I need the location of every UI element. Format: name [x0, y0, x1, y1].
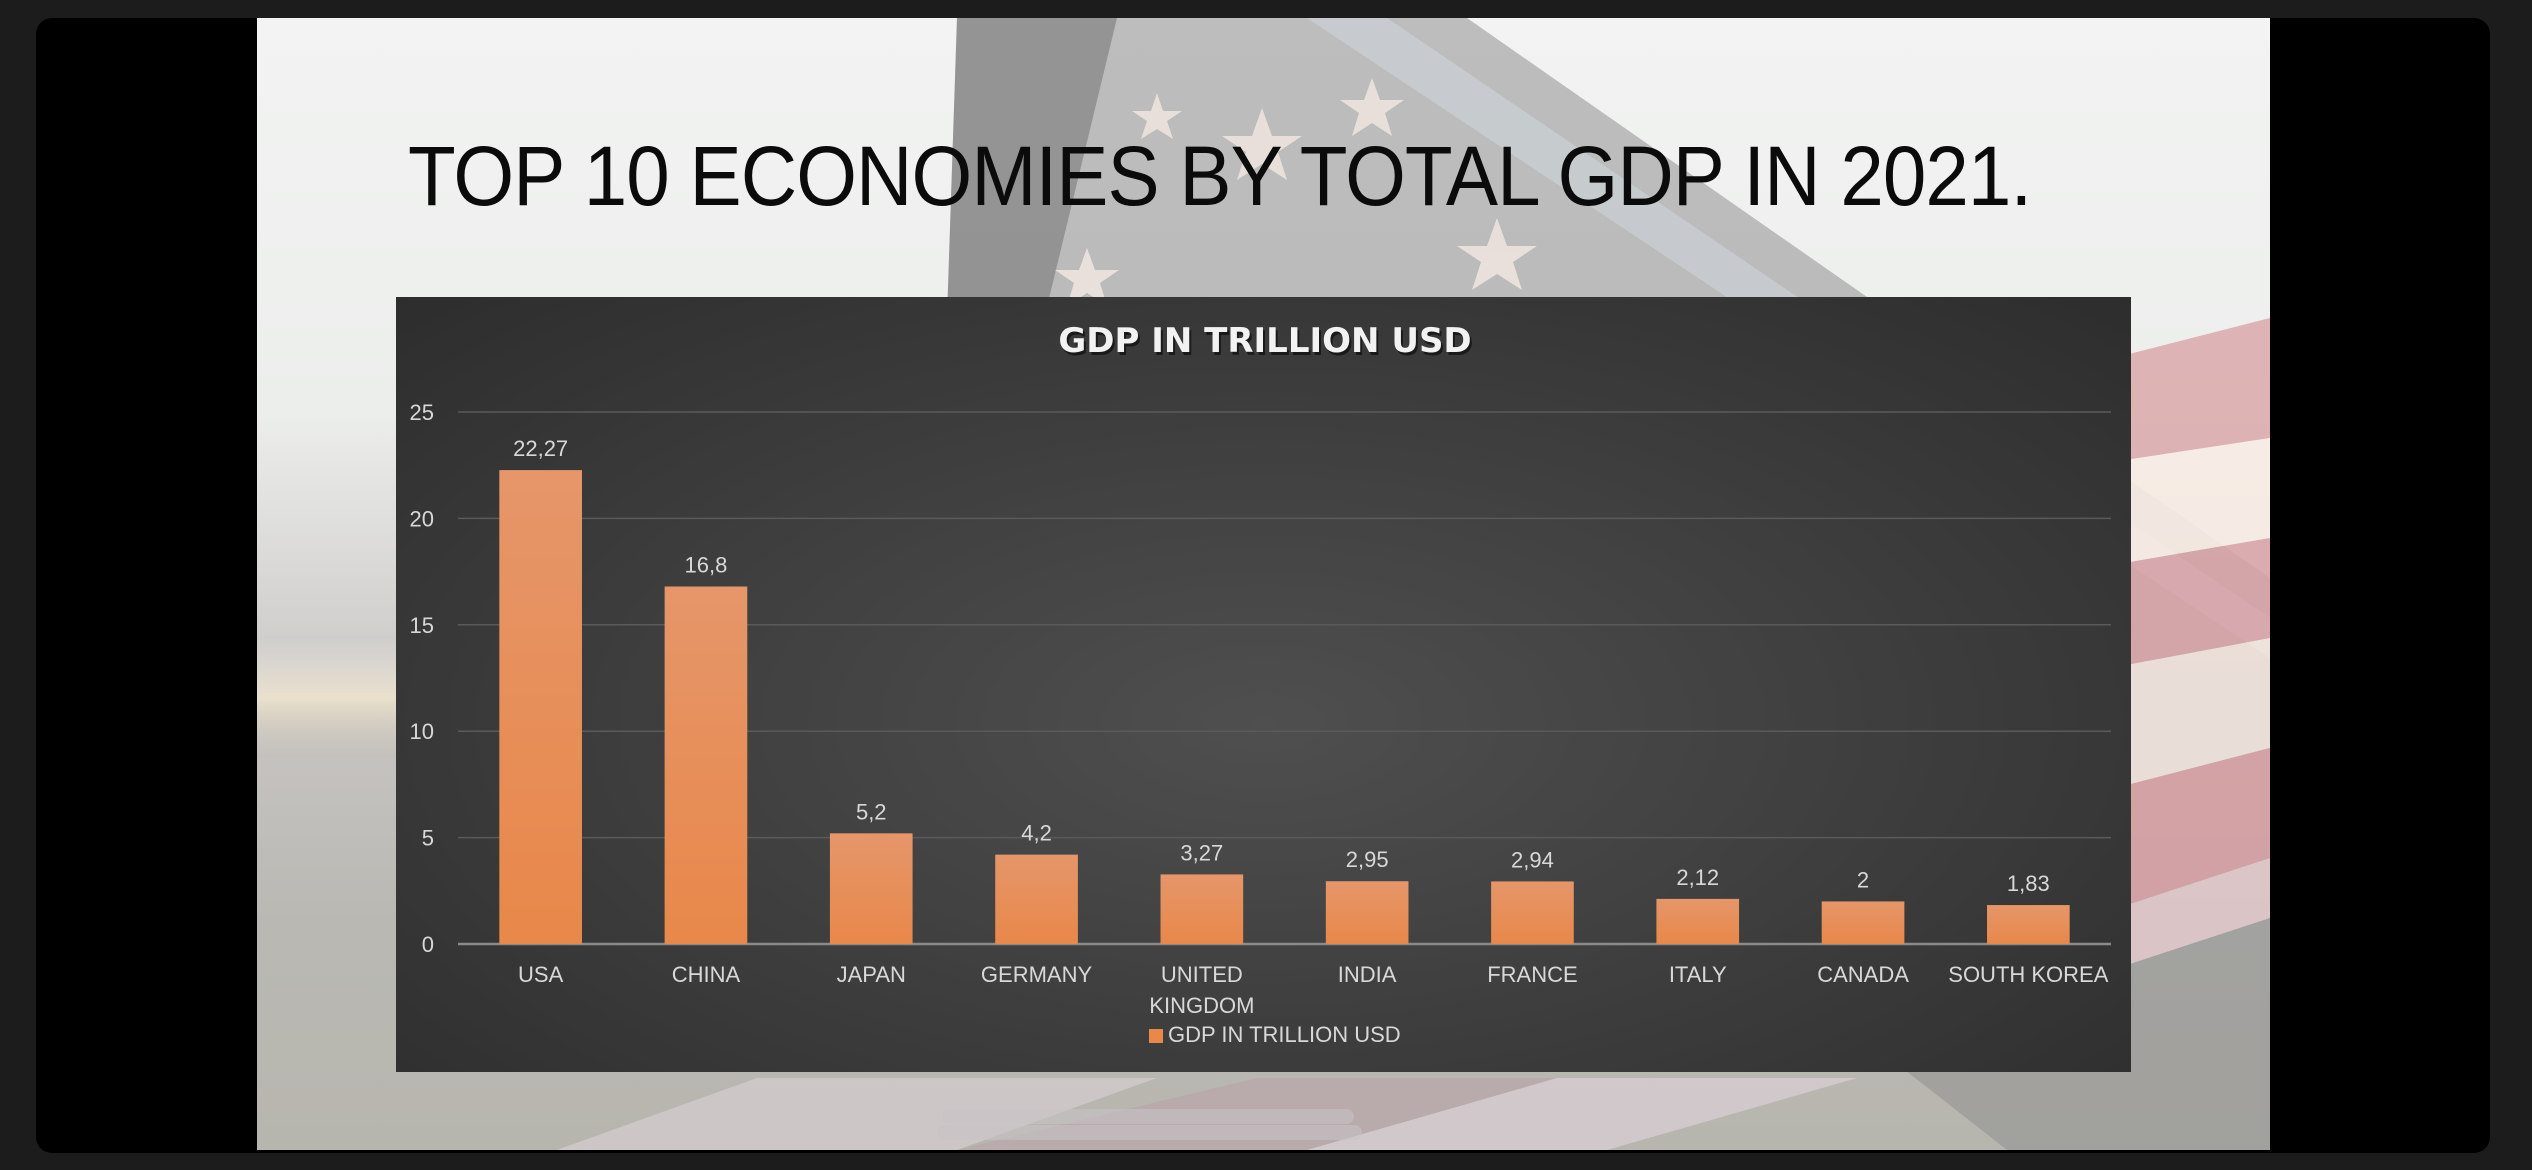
x-tick-label: CANADA — [1817, 962, 1909, 987]
bar-germany[interactable] — [995, 854, 1078, 944]
bar-canada[interactable] — [1821, 901, 1905, 944]
x-tick-label: FRANCE — [1487, 962, 1577, 987]
legend-swatch — [1149, 1029, 1163, 1043]
data-label: 1,83 — [2007, 871, 2050, 896]
x-tick-label: GERMANY — [981, 962, 1093, 987]
x-axis-ticks: USA CHINA JAPAN GERMANY UNITED KINGDOM INDIA FR… — [518, 962, 2109, 1018]
y-tick-label: 25 — [410, 400, 434, 425]
bar-united-kingdom[interactable] — [1160, 874, 1244, 944]
x-tick-label: CHINA — [672, 962, 741, 987]
bar-china[interactable] — [664, 586, 748, 944]
horizontal-scrollbar-track[interactable] — [937, 1125, 1362, 1140]
bar-south-korea[interactable] — [1987, 905, 2070, 944]
y-axis-ticks: 0 5 10 15 20 25 — [410, 400, 434, 957]
legend[interactable]: GDP IN TRILLION USD — [1149, 1022, 1401, 1047]
slide-title: TOP 10 ECONOMIES BY TOTAL GDP IN 2021. — [408, 129, 2032, 223]
x-tick-label: USA — [518, 962, 564, 987]
x-tick-label: ITALY — [1669, 962, 1727, 987]
chart-title: GDP IN TRILLION USD — [1058, 321, 1471, 361]
y-tick-label: 10 — [410, 719, 434, 744]
x-tick-label: UNITED — [1161, 962, 1243, 987]
bar-india[interactable] — [1325, 881, 1409, 944]
x-tick-label: SOUTH KOREA — [1948, 962, 2108, 987]
bars — [499, 470, 2070, 944]
x-tick-label: JAPAN — [837, 962, 906, 987]
bar-france[interactable] — [1491, 881, 1574, 944]
chart-title-group: GDP IN TRILLION USD GDP IN TRILLION USD — [1058, 321, 1473, 364]
data-label: 2 — [1857, 867, 1869, 892]
data-label: 16,8 — [685, 552, 728, 577]
x-tick-label: KINGDOM — [1149, 993, 1254, 1018]
bar-chart: GDP IN TRILLION USD GDP IN TRILLION USD … — [410, 321, 2111, 1047]
presentation-frame: TOP 10 ECONOMIES BY TOTAL GDP IN 2021. G… — [36, 18, 2490, 1153]
bar-italy[interactable] — [1656, 898, 1740, 944]
chart-container[interactable]: GDP IN TRILLION USD GDP IN TRILLION USD … — [396, 297, 2131, 1072]
data-label: 22,27 — [513, 436, 568, 461]
bar-usa[interactable] — [499, 470, 582, 944]
data-label: 4,2 — [1021, 821, 1052, 846]
bar-japan[interactable] — [829, 833, 913, 944]
y-tick-label: 5 — [422, 826, 434, 851]
y-tick-label: 15 — [410, 613, 434, 638]
data-label: 2,12 — [1676, 865, 1719, 890]
data-labels: 22,27 16,8 5,2 4,2 3,27 2,95 2,94 2,12 2 1,83 — [513, 436, 2050, 896]
horizontal-scrollbar-thumb[interactable] — [942, 1109, 1354, 1124]
data-label: 2,95 — [1346, 847, 1389, 872]
x-tick-label: INDIA — [1338, 962, 1397, 987]
slide: TOP 10 ECONOMIES BY TOTAL GDP IN 2021. G… — [257, 18, 2270, 1150]
data-label: 3,27 — [1180, 840, 1223, 865]
y-tick-label: 0 — [422, 932, 434, 957]
y-tick-label: 20 — [410, 506, 434, 531]
chart-title-shadow: GDP IN TRILLION USD — [1060, 324, 1473, 364]
data-label: 2,94 — [1511, 847, 1554, 872]
data-label: 5,2 — [856, 799, 887, 824]
legend-label: GDP IN TRILLION USD — [1168, 1022, 1401, 1047]
